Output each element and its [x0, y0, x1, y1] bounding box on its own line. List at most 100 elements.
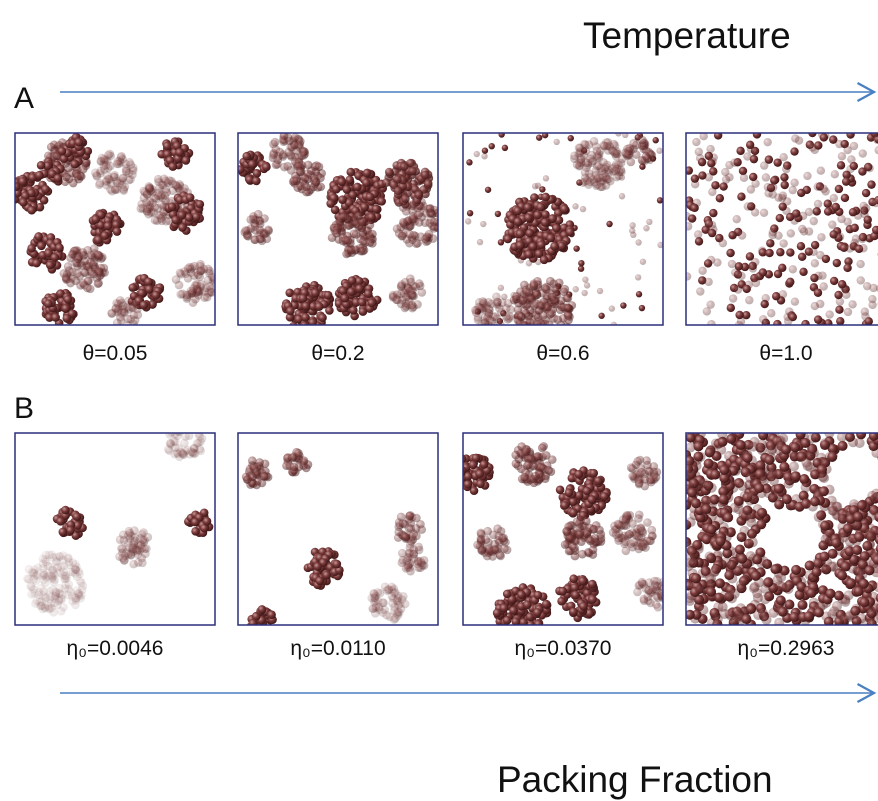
particle: [23, 574, 32, 583]
particle: [61, 584, 70, 593]
particle: [338, 195, 347, 204]
particle: [835, 185, 843, 193]
particle: [635, 239, 641, 245]
particle: [737, 554, 747, 564]
particle: [740, 174, 748, 182]
particle: [534, 591, 543, 600]
particle: [704, 278, 712, 286]
particle: [746, 551, 756, 561]
particle: [638, 527, 647, 536]
particle: [406, 511, 415, 520]
particle: [811, 241, 819, 249]
particle: [640, 540, 649, 549]
particle: [254, 630, 263, 639]
particle: [311, 289, 320, 298]
particle: [57, 607, 66, 616]
particle: [241, 226, 250, 235]
particle: [474, 151, 480, 157]
particle: [414, 543, 423, 552]
particle: [524, 460, 533, 469]
particle: [119, 185, 128, 194]
particle: [721, 557, 731, 567]
particle: [820, 185, 828, 193]
particle: [541, 333, 550, 342]
particle: [851, 224, 859, 232]
particle: [584, 180, 593, 189]
particle: [91, 215, 100, 224]
particle: [285, 137, 294, 146]
particle: [541, 218, 550, 227]
particle: [35, 171, 44, 180]
particle: [113, 227, 122, 236]
particles: [236, 131, 443, 335]
particle: [606, 221, 612, 227]
particle: [862, 541, 872, 551]
particle: [837, 215, 845, 223]
particle: [37, 161, 46, 170]
particle: [398, 280, 407, 289]
particle: [19, 198, 28, 207]
particle: [560, 205, 569, 214]
particle: [253, 169, 262, 178]
particle: [776, 436, 786, 446]
particle: [791, 297, 799, 305]
particle: [485, 187, 491, 193]
particle: [820, 133, 828, 141]
particle: [575, 530, 584, 539]
particle: [359, 307, 368, 316]
particle: [588, 495, 597, 504]
particle: [189, 287, 198, 296]
particle: [536, 203, 545, 212]
particle: [19, 177, 28, 186]
particle: [588, 595, 597, 604]
snapshot: θ=0.05: [10, 133, 219, 365]
particles: [23, 422, 213, 617]
particle: [748, 442, 758, 452]
particle: [30, 565, 39, 574]
particle: [737, 193, 745, 201]
particle: [41, 185, 50, 194]
particle: [764, 455, 774, 465]
particle: [366, 193, 375, 202]
particle: [197, 280, 206, 289]
particle: [853, 512, 863, 522]
particle: [524, 213, 533, 222]
particle: [612, 530, 621, 539]
particle: [754, 483, 764, 493]
particle: [786, 248, 794, 256]
particle: [811, 259, 819, 267]
particle: [409, 554, 418, 563]
particle: [262, 630, 271, 639]
particle: [569, 508, 578, 517]
particle: [261, 630, 270, 639]
particle: [248, 625, 257, 634]
particle: [730, 158, 738, 166]
particle: [746, 141, 754, 149]
particle: [99, 155, 108, 164]
particle: [724, 570, 734, 580]
particle: [822, 255, 830, 263]
particle: [111, 185, 120, 194]
particle: [524, 325, 533, 334]
particle: [382, 178, 391, 187]
particles: [682, 129, 878, 329]
particle: [366, 221, 375, 230]
particle: [710, 608, 720, 618]
particle: [184, 264, 193, 273]
particle: [347, 287, 356, 296]
particle: [163, 142, 172, 151]
particle: [864, 216, 872, 224]
particle: [710, 495, 720, 505]
particle: [179, 425, 188, 434]
particle: [728, 260, 736, 268]
particle: [458, 455, 467, 464]
particle: [844, 590, 854, 600]
particle: [480, 460, 489, 469]
particle: [699, 478, 709, 488]
particle: [143, 205, 152, 214]
particle: [533, 211, 542, 220]
particle: [521, 327, 530, 336]
particle: [633, 457, 642, 466]
particle: [255, 225, 264, 234]
particle: [842, 291, 850, 299]
